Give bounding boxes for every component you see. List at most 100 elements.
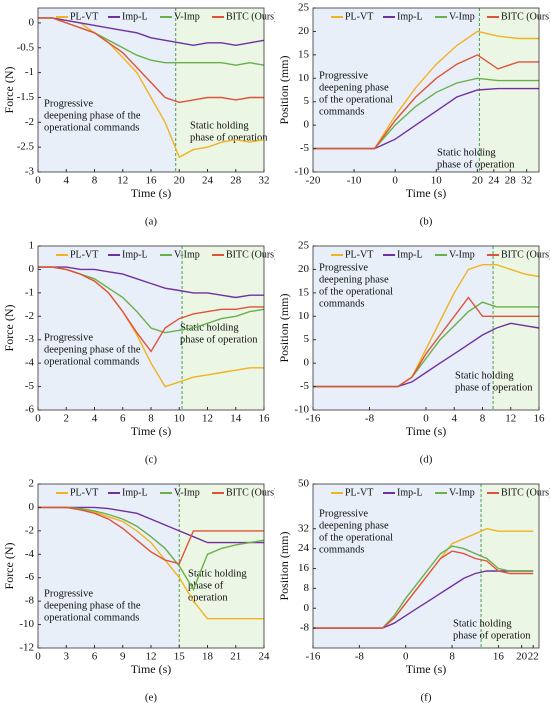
- y-tick-label: -2.5: [17, 141, 35, 153]
- x-tick-label: 14: [230, 413, 242, 425]
- legend-label: BITC (Ours): [226, 249, 275, 260]
- x-tick-label: 0: [423, 413, 429, 425]
- y-tick-label: -1: [25, 66, 34, 78]
- x-tick-label: 0: [392, 175, 398, 187]
- annotation: commands: [319, 106, 365, 117]
- data-line: [38, 17, 265, 47]
- annotation: phase of: [188, 580, 224, 591]
- x-tick-label: 32: [259, 175, 270, 187]
- annotation: commands: [319, 298, 365, 309]
- x-tick-label: 6: [120, 413, 126, 425]
- y-tick-label: -4: [25, 548, 35, 560]
- annotation: Progressive: [319, 70, 368, 81]
- y-tick-label: 10: [298, 72, 310, 84]
- y-tick-label: 16: [298, 562, 310, 574]
- y-axis-title: Force (N): [2, 305, 16, 352]
- annotation: Progressive: [44, 98, 93, 109]
- annotation: of the operational: [319, 286, 393, 297]
- x-tick-label: 12: [146, 651, 157, 663]
- x-tick-label: -16: [306, 413, 321, 425]
- annotation: commands: [319, 544, 365, 555]
- x-axis-title: Time (s): [131, 424, 172, 438]
- data-line: [38, 17, 264, 104]
- y-tick-label: -2: [25, 310, 34, 322]
- x-tick-label: 20: [174, 175, 186, 187]
- x-tick-label: 24: [202, 175, 214, 187]
- x-tick-label: 18: [202, 651, 214, 663]
- y-tick-label: 0: [304, 357, 310, 369]
- annotation: of the operational: [319, 532, 393, 543]
- y-axis-title: Force (N): [2, 543, 16, 590]
- y-tick-label: -0.5: [17, 41, 35, 53]
- y-tick-label: -5: [25, 380, 35, 392]
- plot-frame: [312, 7, 540, 173]
- data-line: [38, 266, 264, 353]
- y-tick-label: 0: [304, 119, 310, 131]
- legend-label: V-Imp: [449, 249, 475, 260]
- y-tick-label: -1: [25, 286, 34, 298]
- legend-label: V-Imp: [174, 487, 200, 498]
- y-tick-label: -2: [25, 116, 34, 128]
- x-tick-label: 15: [174, 651, 186, 663]
- y-tick-label: 5: [304, 95, 310, 107]
- x-tick-label: 4: [452, 413, 458, 425]
- x-tick-label: 2: [64, 413, 70, 425]
- y-tick-label: 8: [304, 582, 310, 594]
- legend-label: PL-VT: [345, 11, 373, 22]
- caption: (d): [420, 454, 433, 466]
- x-tick-label: 21: [230, 651, 241, 663]
- x-tick-label: 22: [528, 651, 539, 663]
- caption: (c): [145, 454, 158, 466]
- x-tick-label: 6: [92, 651, 98, 663]
- annotation: Static holding: [455, 370, 514, 381]
- annotation: deepening phase: [319, 520, 389, 531]
- x-tick-label: 4: [64, 175, 70, 187]
- y-tick-label: 0: [29, 263, 35, 275]
- annotation: phase of operation: [437, 159, 515, 170]
- x-axis-title: Time (s): [406, 662, 447, 676]
- annotation: operation: [188, 592, 228, 603]
- legend-label: BITC (Ours): [226, 11, 275, 22]
- data-line: [38, 506, 264, 544]
- phase-1-region: [38, 8, 176, 172]
- data-line: [313, 296, 539, 388]
- caption: (b): [420, 216, 433, 228]
- x-tick-label: 16: [493, 651, 505, 663]
- phase-2-region: [175, 8, 264, 172]
- annotation: Static holding: [180, 322, 239, 333]
- data-line: [38, 266, 264, 299]
- x-tick-label: 16: [259, 413, 271, 425]
- x-tick-label: -8: [365, 413, 375, 425]
- annotation: of the operational: [319, 94, 393, 105]
- x-tick-label: -8: [355, 651, 365, 663]
- y-tick-label: -6: [25, 404, 35, 416]
- caption: (e): [145, 692, 158, 704]
- legend-label: BITC (Ours): [226, 487, 275, 498]
- y-tick-label: -10: [294, 166, 309, 178]
- x-tick-label: 10: [174, 413, 186, 425]
- y-axis-title: Position (mm): [277, 531, 291, 600]
- annotation: Static holding: [437, 147, 496, 158]
- x-tick-label: 20: [472, 175, 484, 187]
- x-tick-label: 0: [403, 651, 409, 663]
- phase-2-region: [179, 484, 264, 648]
- annotation: Progressive: [319, 508, 368, 519]
- legend-label: V-Imp: [174, 11, 200, 22]
- x-axis-title: Time (s): [406, 186, 447, 200]
- annotation: Static holding: [190, 120, 249, 131]
- y-tick-label: 32: [298, 522, 309, 534]
- legend-label: PL-VT: [70, 249, 98, 260]
- x-tick-label: 9: [120, 651, 126, 663]
- caption: (a): [145, 216, 158, 228]
- y-tick-label: 50: [298, 478, 310, 490]
- x-tick-label: 16: [146, 175, 158, 187]
- y-tick-label: -6: [25, 571, 35, 583]
- x-tick-label: 4: [92, 413, 98, 425]
- legend-label: Imp-L: [122, 11, 148, 22]
- legend-label: PL-VT: [70, 487, 98, 498]
- data-line: [38, 506, 264, 565]
- phase-1-region: [313, 8, 480, 172]
- y-tick-label: -12: [19, 642, 34, 654]
